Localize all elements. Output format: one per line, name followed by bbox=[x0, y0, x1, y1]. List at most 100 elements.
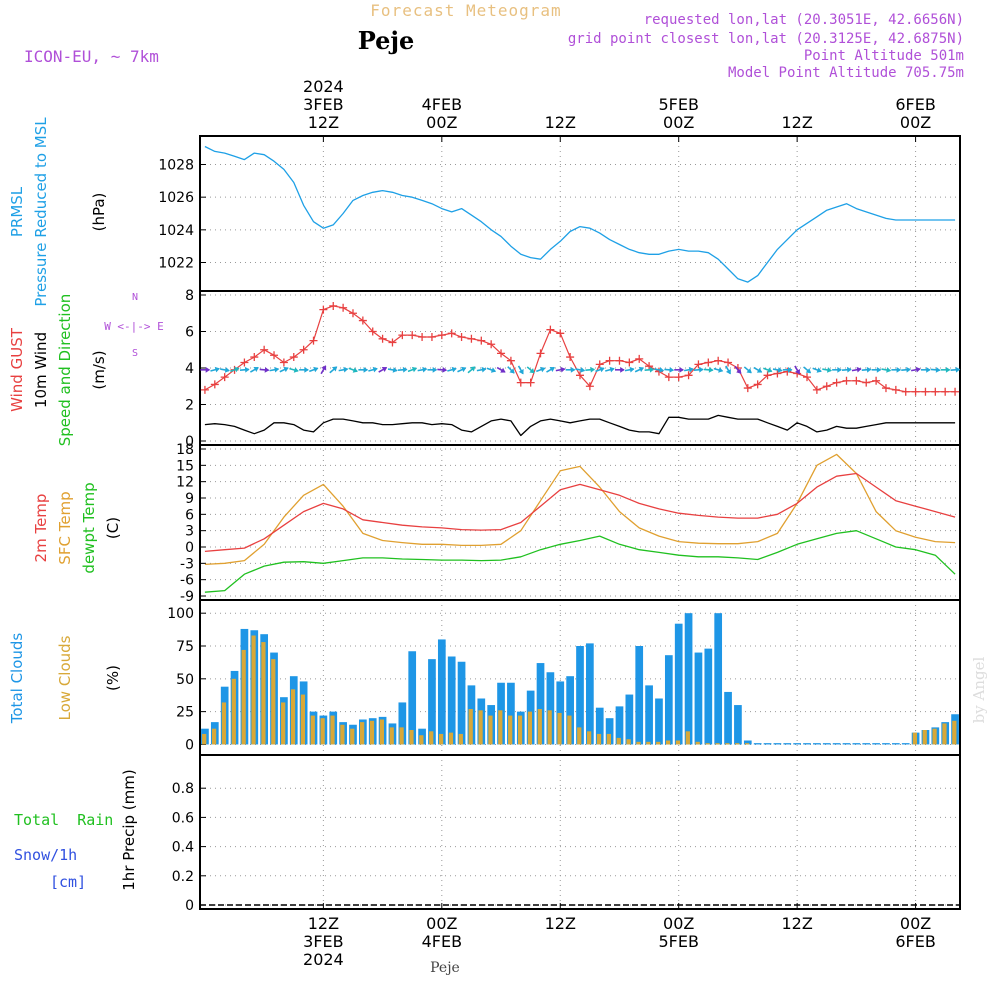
gust-marker bbox=[951, 387, 960, 396]
gust-marker bbox=[753, 380, 762, 389]
low-cloud-bar bbox=[261, 642, 266, 745]
gust-marker bbox=[852, 376, 861, 385]
wind-direction-arrow bbox=[269, 366, 280, 373]
gust-marker bbox=[457, 332, 466, 341]
wind-arrow-head bbox=[826, 367, 832, 373]
gust-marker bbox=[348, 309, 357, 318]
wind-direction-arrow bbox=[309, 366, 319, 373]
wind-arrow-head bbox=[945, 366, 951, 373]
wind-arrow-head bbox=[756, 367, 763, 373]
wind-arrow-head bbox=[698, 366, 704, 373]
wind-direction-arrow bbox=[832, 366, 842, 373]
wind-direction-arrow bbox=[664, 367, 675, 373]
wind-direction-arrow bbox=[822, 367, 832, 373]
total-cloud-bar bbox=[891, 743, 900, 745]
compass-rose: N W <-|-> E S bbox=[104, 292, 164, 359]
wind-direction-arrow bbox=[289, 367, 299, 373]
wind-ytick-label: 8 bbox=[185, 288, 194, 304]
wind-arrow-head bbox=[313, 366, 319, 373]
wind-arrow-head bbox=[787, 366, 793, 373]
cloud-unit: (%) bbox=[104, 665, 122, 691]
gust-marker bbox=[566, 353, 575, 362]
low-cloud-bar bbox=[409, 730, 414, 745]
gust-marker bbox=[901, 387, 910, 396]
low-cloud-bar bbox=[281, 702, 286, 745]
wind-direction-arrow bbox=[457, 366, 467, 373]
wind-direction-arrow bbox=[358, 366, 369, 373]
t2m-label: 2m Temp bbox=[32, 494, 50, 563]
precip-ytick-label: 0.6 bbox=[172, 810, 194, 826]
wind-arrow-head bbox=[777, 367, 783, 373]
wind-direction-arrow bbox=[851, 366, 862, 373]
pressure-ytick-label: 1022 bbox=[158, 256, 194, 272]
gust-marker bbox=[339, 303, 348, 312]
temp-unit: (C) bbox=[104, 517, 122, 539]
total-cloud-bar bbox=[655, 698, 663, 745]
low-cloud-bar bbox=[616, 737, 621, 745]
compass-s: S bbox=[132, 348, 138, 359]
low-cloud-bar bbox=[458, 733, 463, 745]
wind-arrow-head bbox=[234, 366, 240, 373]
total-cloud-bar bbox=[714, 613, 723, 745]
low-cloud-bar bbox=[656, 741, 661, 745]
wind-arrow-head bbox=[293, 367, 299, 373]
wind-direction-arrow bbox=[239, 366, 250, 373]
wind-direction-arrow bbox=[644, 366, 655, 373]
top-axis-label: 12Z bbox=[781, 113, 812, 132]
gust-marker bbox=[576, 371, 584, 380]
gust-marker bbox=[635, 354, 644, 363]
point-altitude: Point Altitude 501m bbox=[804, 48, 964, 64]
total-cloud-bar bbox=[664, 655, 673, 745]
wind-arrow-head bbox=[509, 368, 515, 374]
total-cloud-bar bbox=[694, 652, 703, 745]
gust-marker bbox=[447, 329, 456, 338]
wind-direction-arrow bbox=[329, 366, 338, 374]
gust-marker bbox=[556, 329, 565, 338]
wind-direction-arrow bbox=[891, 366, 902, 373]
low-cloud-bar bbox=[389, 727, 394, 745]
bottom-axis-label: 6FEB bbox=[895, 932, 935, 951]
total-cloud-bar bbox=[852, 743, 861, 745]
wind-direction-arrow bbox=[753, 366, 763, 373]
wind-arrow-head bbox=[274, 366, 280, 373]
precip-ytick-label: 0.2 bbox=[172, 869, 194, 885]
wind-arrow-head bbox=[795, 369, 800, 375]
temp-ytick-label: 3 bbox=[185, 524, 194, 540]
wind-arrow-head bbox=[402, 366, 408, 373]
requested-coords: requested lon,lat (20.3051E, 42.6656N) bbox=[644, 12, 964, 28]
temp-ytick-label: -3 bbox=[180, 556, 194, 572]
wind-direction-arrow bbox=[200, 366, 211, 373]
wind-arrow-head bbox=[264, 367, 270, 373]
wind-arrow-head bbox=[432, 366, 438, 373]
gust-marker bbox=[240, 358, 249, 367]
low-cloud-bar bbox=[577, 727, 582, 745]
clouds-ytick-label: 100 bbox=[167, 606, 194, 622]
wind-direction-arrow bbox=[605, 366, 615, 373]
wind-direction-arrow bbox=[713, 367, 724, 373]
wind-direction-arrow bbox=[803, 366, 812, 374]
temp-ytick-label: 0 bbox=[185, 540, 194, 556]
pressure-unit: (hPa) bbox=[90, 193, 108, 232]
total-cloud-bar bbox=[447, 656, 456, 745]
wind-direction-arrow bbox=[230, 366, 240, 373]
gust-marker bbox=[694, 360, 703, 369]
precip-panel: 0 0.2 0.4 0.6 0.8 bbox=[172, 754, 961, 914]
low-cloud-bar bbox=[251, 635, 256, 745]
snow-label: Snow/1h bbox=[14, 846, 77, 864]
model-altitude: Model Point Altitude 705.75m bbox=[728, 65, 964, 81]
total-cloud-bar bbox=[753, 743, 762, 745]
low-cloud-bar bbox=[241, 649, 246, 745]
wind-direction-arrow bbox=[427, 366, 438, 373]
total-cloud-bar bbox=[546, 672, 555, 745]
wind-arrow-head bbox=[609, 366, 615, 373]
low-cloud-bar bbox=[567, 715, 572, 745]
wind-ytick-label: 4 bbox=[185, 361, 194, 377]
wind-direction-arrow bbox=[634, 366, 644, 373]
total-cloud-bar bbox=[605, 718, 614, 745]
low-cloud-bar bbox=[419, 735, 424, 745]
gust-marker bbox=[200, 385, 209, 394]
wind-arrow-head bbox=[915, 366, 921, 373]
total-cloud-bar bbox=[625, 694, 634, 745]
wind-arrow-head bbox=[560, 366, 566, 373]
gust-marker bbox=[921, 387, 930, 396]
